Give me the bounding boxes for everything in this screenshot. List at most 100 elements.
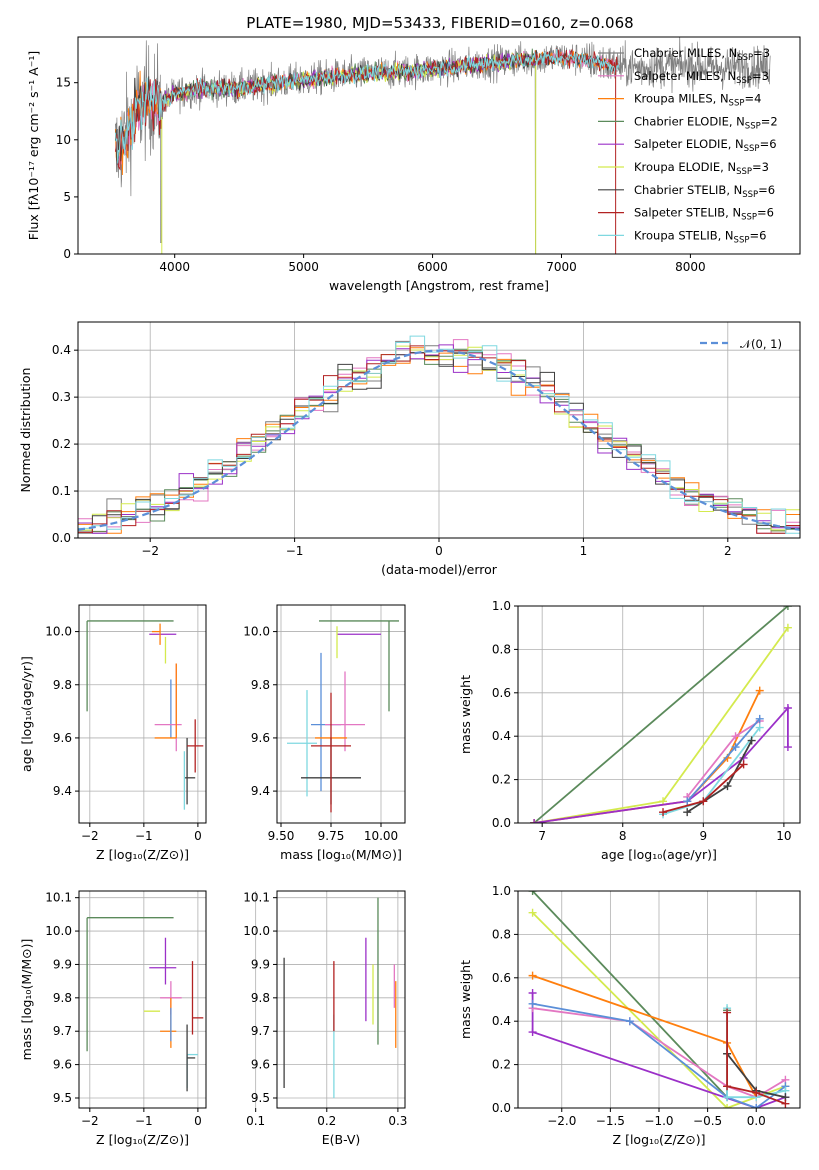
weight-marker [752, 1104, 761, 1108]
weight-marker [528, 891, 537, 895]
model-line-kroupa_stelib [114, 48, 620, 164]
weight-marker [731, 732, 740, 741]
y-tick-label: 9.7 [53, 1024, 72, 1038]
x-tick-label: −2 [81, 1114, 99, 1128]
legend-entry: Salpeter MILES, NSSP=3 [634, 69, 769, 86]
weight-line-salpeter_stelib [726, 1012, 786, 1105]
y-axis-label: Flux [fλ10⁻¹⁷ erg cm⁻² s⁻¹ A⁻¹] [26, 51, 41, 240]
y-tick-label: 0 [63, 247, 71, 261]
x-tick-label: 0 [435, 544, 443, 558]
y-tick-label: 0.2 [492, 773, 511, 787]
y-axis-label: mass weight [458, 675, 473, 754]
weight-line-kroupa_elodie [533, 627, 789, 823]
plot-area [78, 335, 800, 534]
y-tick-label: 9.9 [251, 957, 270, 971]
x-axis-label: wavelength [Angstrom, rest frame] [329, 278, 549, 293]
y-tick-label: 0.4 [492, 1014, 511, 1028]
legend-entry: Salpeter STELIB, NSSP=6 [634, 206, 774, 223]
x-tick-label: 2 [724, 544, 732, 558]
y-tick-label: 1.0 [492, 599, 511, 613]
legend-entry: Kroupa STELIB, NSSP=6 [634, 228, 766, 245]
plot-area [283, 897, 397, 1098]
y-tick-label: 0.8 [492, 642, 511, 656]
weight-marker [683, 797, 692, 806]
weight-line-chabrier_elodie [533, 606, 789, 823]
x-tick-label: −1 [135, 829, 153, 843]
y-tick-label: 9.4 [251, 784, 270, 798]
y-tick-label: 0.2 [492, 1058, 511, 1072]
y-tick-label: 0.1 [52, 484, 71, 498]
weight-marker [528, 988, 537, 997]
y-tick-label: 10.0 [45, 924, 72, 938]
x-axis-label: Z [log₁₀(Z/Z⊙)] [613, 1132, 706, 1147]
x-tick-label: 10 [776, 829, 791, 843]
x-axis-label: Z [log₁₀(Z/Z⊙)] [96, 1132, 189, 1147]
plot-area [287, 620, 399, 813]
gridlines [79, 605, 206, 823]
weight-marker [723, 1082, 732, 1091]
weight-marker [723, 1008, 732, 1017]
weight-marker [755, 686, 764, 695]
x-axis-label: age [log₁₀(age/yr)] [601, 847, 717, 862]
legend-entry: Chabrier MILES, NSSP=3 [634, 46, 770, 63]
y-tick-label: 9.8 [53, 678, 72, 692]
legend-entry: 𝒩(0, 1) [740, 337, 782, 351]
y-tick-label: 0.4 [52, 343, 71, 357]
y-tick-label: 9.6 [53, 731, 72, 745]
x-axis-label: Z [log₁₀(Z/Z⊙)] [96, 847, 189, 862]
weight-marker [783, 623, 792, 632]
x-tick-label: −1.0 [644, 1114, 673, 1128]
x-tick-label: −1 [286, 544, 304, 558]
weight-line-salpeter_elodie [533, 705, 789, 823]
weight-marker [528, 1028, 537, 1037]
x-tick-label: −1.5 [596, 1114, 625, 1128]
x-axis-label: (data-model)/error [381, 562, 498, 577]
axes-frame [276, 604, 406, 824]
y-tick-label: 10.0 [45, 625, 72, 639]
axes-frame [517, 890, 801, 1109]
y-tick-label: 10.1 [45, 891, 72, 905]
weight-marker [530, 819, 539, 823]
y-tick-label: 10 [56, 133, 71, 147]
y-tick-label: 9.6 [251, 731, 270, 745]
x-tick-label: 0.3 [388, 1114, 407, 1128]
x-axis-label: mass [log₁₀(M/M⊙)] [280, 847, 402, 862]
y-tick-label: 0.0 [492, 1101, 511, 1115]
weight-line-kroupa_miles [532, 974, 757, 1098]
x-tick-label: −2.0 [547, 1114, 576, 1128]
y-tick-label: 5 [63, 190, 71, 204]
y-tick-label: 1.0 [492, 884, 511, 898]
plot-area [530, 606, 792, 823]
y-tick-label: 10.0 [243, 625, 270, 639]
y-tick-label: 10.1 [243, 891, 270, 905]
normal-curve [78, 349, 800, 531]
y-tick-label: 0.6 [492, 971, 511, 985]
x-tick-label: 10.00 [364, 829, 398, 843]
y-tick-label: 9.6 [251, 1058, 270, 1072]
weight-marker [783, 743, 792, 752]
x-tick-label: 7 [538, 829, 546, 843]
weight-marker [783, 703, 792, 712]
spectrum-data-line [115, 37, 771, 254]
x-axis-label: E(B-V) [322, 1132, 361, 1147]
weight-line-salpeter_elodie [531, 993, 786, 1108]
y-tick-label: 9.7 [251, 1024, 270, 1038]
y-axis-label: Normed distribution [18, 368, 33, 493]
weight-marker [528, 999, 537, 1008]
chart-title: PLATE=1980, MJD=53433, FIBERID=0160, z=0… [246, 14, 633, 32]
weight-marker [528, 908, 537, 917]
y-axis-label: age [log₁₀(age/yr)] [19, 656, 34, 772]
y-tick-label: 0.8 [492, 927, 511, 941]
x-tick-label: −0.5 [693, 1114, 722, 1128]
weight-marker [752, 1088, 761, 1097]
axes-frame [77, 36, 801, 255]
y-tick-label: 0.4 [492, 729, 511, 743]
x-tick-label: 1 [580, 544, 588, 558]
gridlines [79, 891, 206, 1108]
weight-marker [731, 743, 740, 752]
legend-entry: Salpeter ELODIE, NSSP=6 [634, 137, 777, 154]
legend-entry: Chabrier ELODIE, NSSP=2 [634, 114, 778, 131]
y-tick-label: 10.0 [243, 924, 270, 938]
y-tick-label: 15 [56, 76, 71, 90]
